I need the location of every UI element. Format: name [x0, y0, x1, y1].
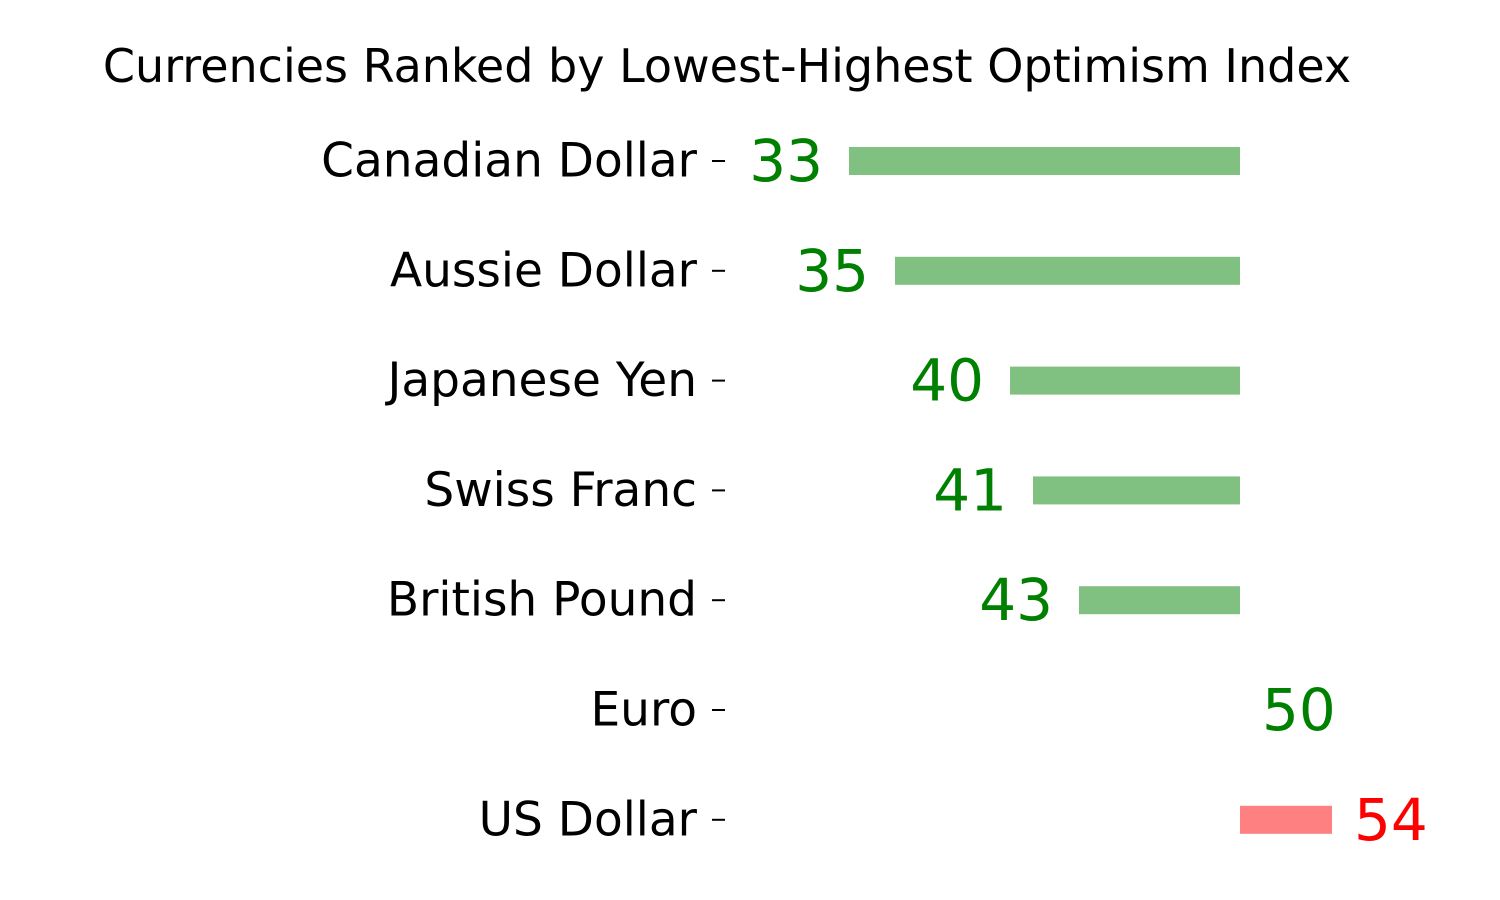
bar-swiss-franc	[1033, 476, 1240, 505]
chart-rows: Canadian Dollar 33 Aussie Dollar 35 Japanese…	[321, 127, 1428, 854]
value-label-us-dollar: 54	[1354, 786, 1428, 854]
category-label-canadian-dollar: Canadian Dollar	[321, 134, 697, 189]
category-label-us-dollar: US Dollar	[479, 792, 698, 847]
bar-british-pound	[1079, 586, 1240, 615]
bar-canadian-dollar	[849, 147, 1240, 175]
chart-title: Currencies Ranked by Lowest-Highest Opti…	[103, 39, 1351, 93]
value-label-canadian-dollar: 33	[749, 127, 823, 195]
category-label-swiss-franc: Swiss Franc	[424, 463, 697, 518]
value-label-swiss-franc: 41	[933, 456, 1007, 524]
category-label-japanese-yen: Japanese Yen	[384, 353, 697, 408]
category-label-aussie-dollar: Aussie Dollar	[390, 243, 698, 298]
value-label-euro: 50	[1262, 676, 1336, 744]
category-label-euro: Euro	[590, 683, 697, 738]
bar-aussie-dollar	[895, 256, 1240, 285]
value-label-british-pound: 43	[979, 566, 1053, 634]
value-label-japanese-yen: 40	[910, 347, 984, 415]
bar-us-dollar	[1240, 805, 1332, 834]
value-label-aussie-dollar: 35	[795, 237, 869, 305]
bar-japanese-yen	[1010, 366, 1240, 395]
category-label-british-pound: British Pound	[387, 573, 697, 628]
